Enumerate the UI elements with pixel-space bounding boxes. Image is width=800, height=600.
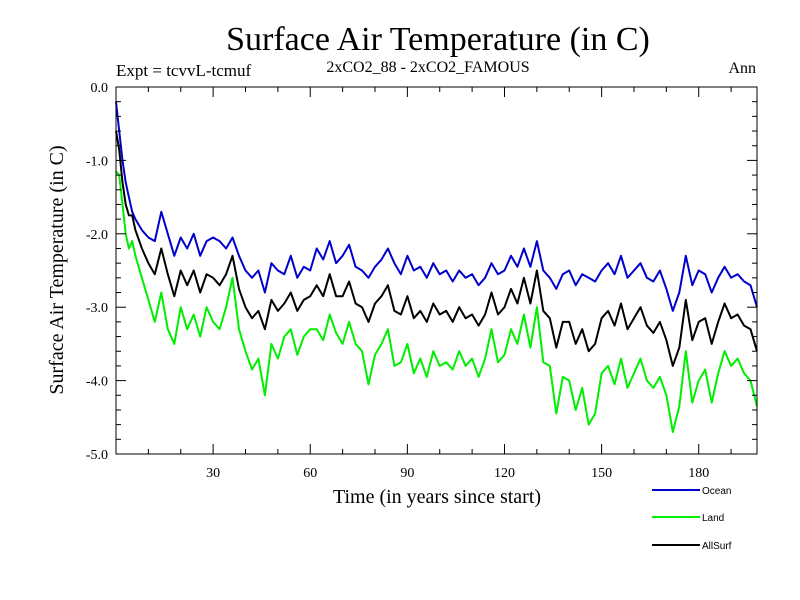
y-tick-label: -3.0 <box>86 301 108 316</box>
x-tick-label: 60 <box>303 466 317 481</box>
experiment-label: Expt = tcvvL-tcmuf <box>116 61 252 80</box>
y-tick-label: 0.0 <box>91 81 109 96</box>
comparison-label: 2xCO2_88 - 2xCO2_FAMOUS <box>326 59 529 76</box>
y-tick-label: -5.0 <box>86 448 108 463</box>
legend-label-allsurf: AllSurf <box>702 541 732 552</box>
x-tick-label: 180 <box>688 466 709 481</box>
series-line-allsurf <box>115 130 758 367</box>
y-axis-label: Surface Air Temperature (in C) <box>46 145 68 394</box>
x-tick-label: 150 <box>591 466 612 481</box>
season-label: Ann <box>728 60 756 77</box>
legend: Ocean Land AllSurf <box>652 486 732 552</box>
chart-title: Surface Air Temperature (in C) <box>226 21 650 58</box>
x-tick-label: 90 <box>400 466 414 481</box>
series-line-land <box>115 170 758 433</box>
series-layer <box>115 101 758 433</box>
y-tick-label: -1.0 <box>86 154 108 169</box>
x-tick-label: 30 <box>206 466 220 481</box>
axis-layer: 30 60 90 120 150 180 0.0 -1.0 -2.0 -3.0 -4.0 -5.0 <box>86 81 757 481</box>
x-tick-label: 120 <box>494 466 515 481</box>
legend-label-ocean: Ocean <box>702 486 731 497</box>
y-tick-label: -4.0 <box>86 375 108 390</box>
series-line-ocean <box>115 101 758 312</box>
legend-label-land: Land <box>702 513 724 524</box>
x-axis-label: Time (in years since start) <box>333 486 541 508</box>
plot-frame <box>115 86 758 455</box>
y-tick-label: -2.0 <box>86 228 108 243</box>
